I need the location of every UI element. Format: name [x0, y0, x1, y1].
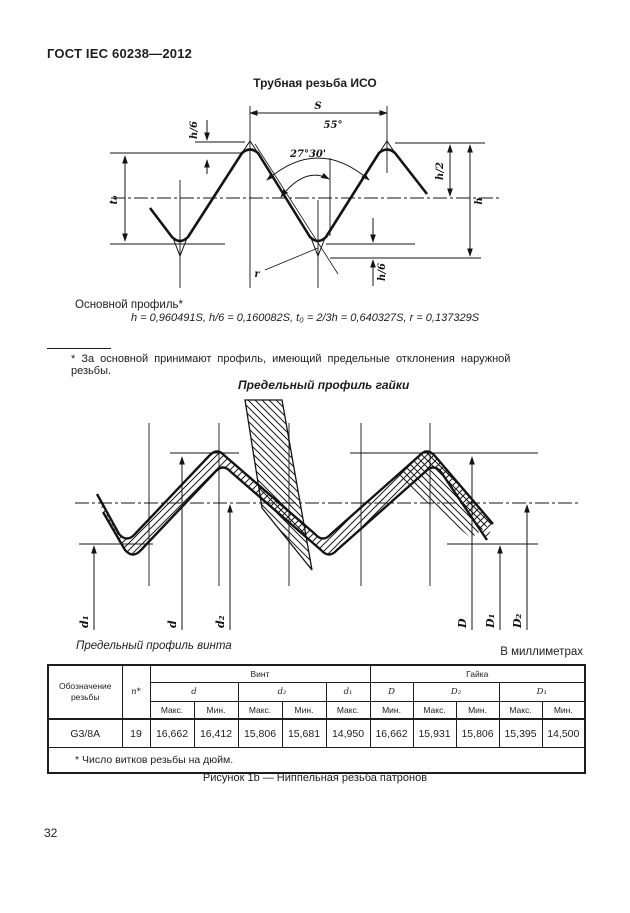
- header-D1: D₁: [498, 682, 586, 702]
- construction-lines-2: [148, 423, 431, 586]
- nut-limit-profile-title: Предельный профиль гайки: [238, 378, 410, 392]
- header-max: Макс.: [325, 701, 371, 720]
- header-D2: D₂: [412, 682, 500, 702]
- dim-label-t0: t₀: [109, 195, 120, 205]
- header-max: Макс.: [149, 701, 195, 720]
- header-screw-group: Винт: [149, 664, 371, 683]
- header-min: Мин.: [281, 701, 327, 720]
- cell-d1-max: 14,950: [325, 718, 371, 748]
- cell-D1-max: 15,395: [498, 718, 543, 748]
- header-n: n*: [121, 664, 151, 720]
- figure1-title: Трубная резьба ИСО: [253, 76, 377, 90]
- diameter-dimension-lines: [91, 456, 530, 630]
- thread-dimension-table: Обозначение резьбы n* Винт Гайка d d₂ d₁…: [47, 664, 587, 774]
- dim-label-d2: d₂: [214, 615, 227, 628]
- document-code: ГОСТ IEC 60238—2012: [47, 46, 193, 61]
- cell-D2-min: 15,806: [455, 718, 500, 748]
- dim-label-D1: D₁: [484, 614, 497, 629]
- radius-leader: [254, 143, 339, 275]
- table-row: G3/8A 19 16,662 16,412 15,806 15,681 14,…: [47, 718, 586, 748]
- cell-n: 19: [121, 718, 151, 748]
- header-d2: d₂: [237, 682, 327, 702]
- header-max: Макс.: [498, 701, 543, 720]
- header-d: d: [149, 682, 239, 702]
- dimension-lines: [122, 110, 473, 286]
- header-min: Мин.: [541, 701, 586, 720]
- cell-d2-min: 15,681: [281, 718, 327, 748]
- header-designation: Обозначение резьбы: [47, 664, 123, 720]
- header-max: Макс.: [237, 701, 283, 720]
- reference-lines: [79, 452, 538, 545]
- header-min: Мин.: [193, 701, 239, 720]
- dim-label-h2: h/2: [435, 162, 446, 180]
- extension-lines: [110, 141, 485, 259]
- dim-label-D2: D₂: [511, 613, 524, 629]
- cell-D2-max: 15,931: [412, 718, 457, 748]
- dim-label-d1: d₁: [78, 615, 91, 628]
- dim-label-s: S: [314, 101, 321, 112]
- figure-caption: Рисунок 1b — Ниппельная резьба патронов: [202, 772, 428, 784]
- basic-profile-diagram: S 55° 27°30' h/6 t₀ h/6 h/2 h r: [109, 101, 501, 288]
- table-footnote-row: * Число витков резьбы на дюйм.: [47, 747, 586, 774]
- outer-limit-profile: [95, 450, 494, 540]
- header-min: Мин.: [455, 701, 500, 720]
- basic-profile-caption: Основной профиль*: [75, 299, 183, 311]
- screw-band-hatch: [97, 451, 493, 555]
- header-min: Мин.: [369, 701, 414, 720]
- dim-label-r: r: [254, 269, 260, 280]
- sharp-tips: [172, 140, 396, 258]
- construction-lines: [179, 106, 388, 288]
- header-D: D: [369, 682, 414, 702]
- table-footnote: * Число витков резьбы на дюйм.: [47, 747, 586, 774]
- header-max: Макс.: [412, 701, 457, 720]
- page-number: 32: [44, 826, 58, 840]
- dim-label-d: d: [166, 620, 179, 628]
- cell-D-min: 16,662: [369, 718, 414, 748]
- limit-profile-diagram: d₁ d d₂ D D₁ D₂: [75, 399, 578, 630]
- header-nut-group: Гайка: [369, 664, 586, 683]
- header-d1: d₁: [325, 682, 371, 702]
- thread-profile-outline: [148, 148, 429, 243]
- screw-limit-profile-caption: Предельный профиль винта: [76, 640, 232, 652]
- units-label: В миллиметрах: [500, 646, 583, 658]
- dim-label-h: h: [474, 197, 485, 204]
- dim-label-27deg30: 27°30': [289, 149, 326, 160]
- dim-label-h6-top: h/6: [189, 121, 200, 139]
- cell-d-max: 16,662: [149, 718, 195, 748]
- dim-label-D: D: [456, 618, 469, 629]
- profile-formula: h = 0,960491S, h/6 = 0,160082S, t₀ = 2/3…: [130, 312, 480, 324]
- dim-label-55deg: 55°: [324, 120, 343, 131]
- cell-d2-max: 15,806: [237, 718, 283, 748]
- cell-designation: G3/8A: [47, 718, 123, 748]
- cell-d-min: 16,412: [193, 718, 239, 748]
- cell-D1-min: 14,500: [541, 718, 586, 748]
- dim-label-h6-bottom: h/6: [377, 263, 388, 281]
- profile-footnote: * За основной принимают профиль, имеющий…: [71, 353, 511, 377]
- footnote-rule: [47, 348, 111, 349]
